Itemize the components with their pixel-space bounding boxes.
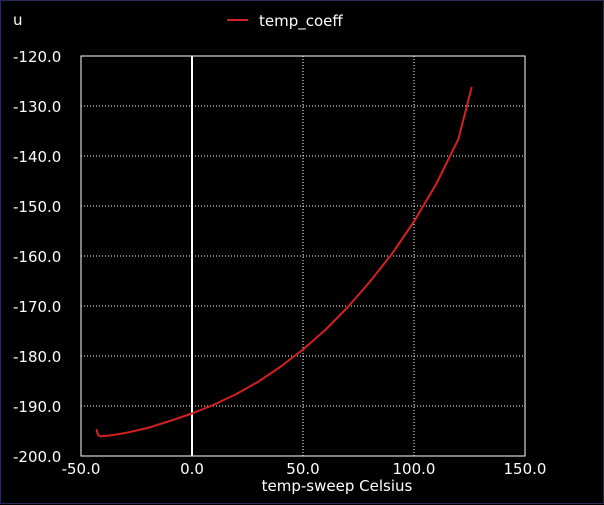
y-tick-label: -140.0	[13, 148, 61, 166]
y-tick-label: -200.0	[13, 448, 61, 466]
x-tick-label: -50.0	[62, 460, 101, 478]
y-tick-label: -180.0	[13, 348, 61, 366]
series-line-0	[95, 86, 473, 438]
series-layer	[95, 86, 473, 438]
y-axis-ticks: -120.0 -130.0 -140.0 -150.0 -160.0 -170.0 -180…	[13, 48, 61, 466]
x-tick-label: 0.0	[180, 460, 204, 478]
x-tick-label: 50.0	[286, 460, 319, 478]
plot-area-border	[80, 55, 526, 457]
y-tick-label: -160.0	[13, 248, 61, 266]
legend[interactable]: temp_coeff	[227, 12, 343, 31]
x-axis-ticks: -50.0 0.0 50.0 100.0 150.0	[62, 460, 547, 478]
x-axis-label: temp-sweep Celsius	[262, 477, 413, 495]
grid	[81, 56, 525, 456]
legend-label-temp-coeff: temp_coeff	[259, 12, 343, 31]
x-tick-label: 150.0	[504, 460, 547, 478]
y-tick-label: -130.0	[13, 98, 61, 116]
y-tick-label: -150.0	[13, 198, 61, 216]
y-axis-label: u	[13, 11, 23, 29]
x-tick-label: 100.0	[393, 460, 436, 478]
y-tick-label: -120.0	[13, 48, 61, 66]
y-tick-label: -170.0	[13, 298, 61, 316]
y-tick-label: -190.0	[13, 398, 61, 416]
